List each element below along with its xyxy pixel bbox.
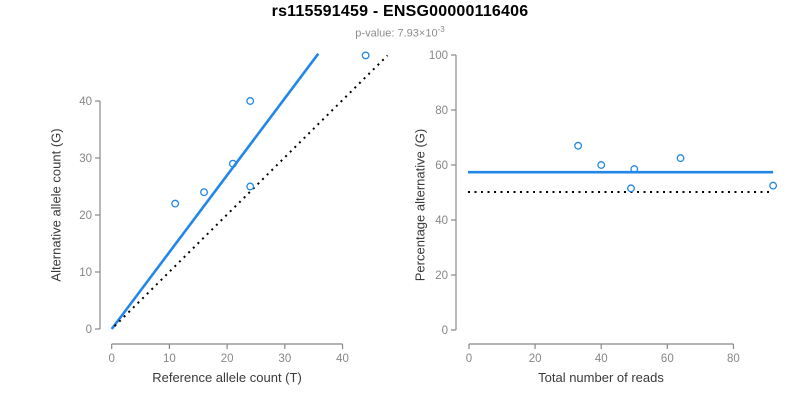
- x-axis-label-right: Total number of reads: [538, 370, 664, 385]
- panel-percentage-vs-reads: 0 20 40 60 80 100 0 20 40 60 80: [429, 50, 778, 365]
- data-point: [200, 188, 208, 197]
- x-tick-label: 10: [163, 353, 176, 365]
- identity-line: [113, 54, 389, 327]
- x-tick-label: 20: [221, 353, 234, 365]
- y-tick-label: 60: [435, 160, 448, 172]
- data-point: [630, 165, 639, 174]
- p-value-text: p-value: 7.93×10: [355, 27, 438, 40]
- x-tick-label: 30: [278, 353, 291, 365]
- data-point: [246, 182, 255, 191]
- y-tick-label: 40: [435, 215, 448, 227]
- y-tick-label: 80: [435, 105, 448, 117]
- data-point: [361, 51, 370, 60]
- plot-title: rs115591459 - ENSG00000116406: [271, 3, 529, 20]
- y-tick-label: 40: [79, 96, 92, 108]
- x-tick-label: 40: [336, 353, 349, 365]
- y-axis-label-right: Percentage alternative (G): [412, 128, 428, 282]
- data-point: [228, 159, 237, 168]
- y-tick-label: 30: [79, 153, 92, 165]
- x-tick-label: 0: [108, 353, 114, 365]
- x-tick-label: 80: [727, 353, 740, 365]
- y-tick-label: 100: [429, 50, 448, 62]
- data-point: [246, 97, 255, 105]
- y-tick-label: 0: [86, 324, 92, 336]
- data-point: [597, 161, 606, 169]
- panel-allele-counts: 0 10 20 30 40 0 10 20 30 40: [79, 51, 389, 365]
- y-axis-label-left: Alternative allele count (G): [48, 128, 64, 282]
- plot-subtitle: p-value: 7.93×10-3: [0, 25, 800, 40]
- data-point: [676, 154, 685, 163]
- p-value-exponent: -3: [437, 25, 445, 34]
- x-tick-label: 40: [595, 353, 608, 365]
- x-tick-label: 20: [529, 353, 542, 365]
- data-point: [627, 184, 635, 193]
- y-tick-label: 20: [435, 270, 448, 282]
- y-tick-label: 0: [442, 325, 448, 337]
- x-tick-label: 60: [661, 353, 674, 365]
- y-tick-label: 10: [79, 267, 92, 279]
- data-point: [574, 141, 583, 150]
- data-point: [171, 199, 180, 208]
- y-tick-label: 20: [79, 210, 92, 222]
- fitted-ratio-line: [110, 52, 320, 330]
- data-point: [769, 181, 778, 190]
- x-tick-label: 0: [466, 353, 472, 365]
- x-axis-label-left: Reference allele count (T): [152, 370, 302, 385]
